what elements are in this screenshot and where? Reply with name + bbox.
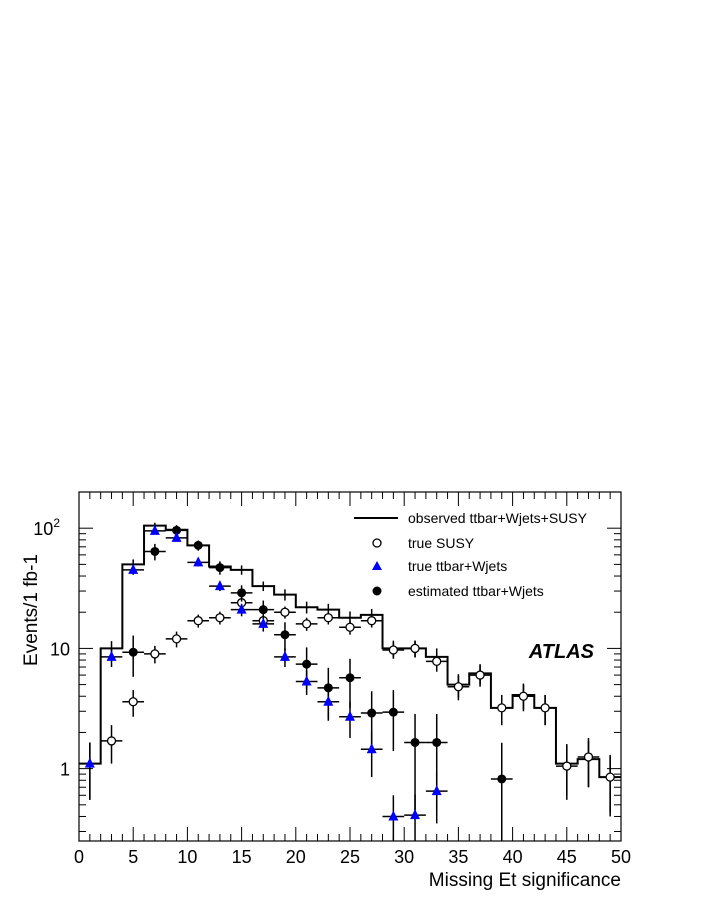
true-susy-point xyxy=(497,703,507,713)
true-ttbar-point xyxy=(301,675,312,686)
true-susy-point xyxy=(193,616,203,626)
true-susy-point xyxy=(106,736,117,746)
true-ttbar-point xyxy=(366,743,377,754)
estimated-ttbar-point xyxy=(388,707,398,717)
true-susy-point xyxy=(345,622,355,632)
x-tick-label: 20 xyxy=(286,847,306,867)
data-markers xyxy=(79,524,621,841)
true-susy-point xyxy=(562,761,572,771)
x-tick-label: 30 xyxy=(394,847,414,867)
legend-label-true-susy: true SUSY xyxy=(408,535,475,551)
legend-filled-circle-symbol xyxy=(372,586,382,596)
estimated-ttbar-point xyxy=(172,525,182,535)
x-tick-label: 45 xyxy=(557,847,577,867)
true-ttbar-point xyxy=(388,810,399,821)
true-susy-point xyxy=(128,697,138,707)
true-susy-point xyxy=(583,752,594,762)
true-susy-point xyxy=(453,682,464,692)
true-ttbar-point xyxy=(171,531,182,542)
y-tick-exponent: 2 xyxy=(53,516,60,530)
y-tick-label: 1 xyxy=(60,760,70,780)
legend-label-true-ttbar: true ttbar+Wjets xyxy=(408,558,507,574)
estimated-ttbar-point xyxy=(193,540,203,550)
x-tick-label: 35 xyxy=(448,847,468,867)
legend-label-observed: observed ttbar+Wjets+SUSY xyxy=(408,510,588,526)
true-susy-point xyxy=(432,656,442,667)
estimated-ttbar-point xyxy=(497,774,507,784)
true-ttbar-point xyxy=(214,580,225,591)
x-tick-label: 0 xyxy=(74,847,84,867)
true-susy-point xyxy=(323,613,333,623)
legend: observed ttbar+Wjets+SUSY true SUSY true… xyxy=(354,510,588,599)
true-susy-point xyxy=(475,670,485,680)
x-tick-label: 40 xyxy=(503,847,523,867)
legend-triangle-symbol xyxy=(372,561,382,570)
estimated-ttbar-point xyxy=(150,546,160,556)
axis-ticks xyxy=(78,491,622,841)
estimated-ttbar-point xyxy=(237,588,247,598)
true-susy-point xyxy=(171,634,182,644)
true-ttbar-point xyxy=(410,809,421,820)
true-ttbar-point xyxy=(431,785,442,796)
true-ttbar-point xyxy=(236,603,247,614)
estimated-ttbar-point xyxy=(432,737,442,747)
y-axis-label: Events/1 fb-1 xyxy=(21,554,42,666)
true-susy-point xyxy=(605,772,615,782)
true-susy-point xyxy=(215,613,225,623)
estimated-ttbar-point xyxy=(367,708,377,718)
true-ttbar-point xyxy=(323,695,334,706)
true-susy-point xyxy=(301,619,312,629)
x-tick-label: 25 xyxy=(340,847,360,867)
atlas-watermark: ATLAS xyxy=(528,641,595,663)
true-susy-point xyxy=(518,691,529,701)
estimated-ttbar-point xyxy=(410,737,420,747)
true-susy-point xyxy=(150,649,160,659)
true-susy-point xyxy=(280,607,290,617)
true-ttbar-point xyxy=(258,617,269,628)
estimated-ttbar-point xyxy=(128,647,138,657)
y-tick-label: 10 xyxy=(50,639,70,659)
true-susy-point xyxy=(410,643,420,654)
legend-label-estimated: estimated ttbar+Wjets xyxy=(408,583,544,599)
x-tick-label: 5 xyxy=(128,847,138,867)
estimated-ttbar-point xyxy=(215,563,225,573)
true-ttbar-point xyxy=(193,556,204,567)
true-ttbar-point xyxy=(279,650,290,661)
true-ttbar-point xyxy=(106,650,117,661)
true-ttbar-point xyxy=(149,524,160,535)
estimated-ttbar-point xyxy=(258,605,268,615)
x-axis-label: Missing Et significance xyxy=(429,870,621,891)
estimated-ttbar-point xyxy=(280,630,290,640)
estimated-ttbar-point xyxy=(323,683,333,693)
true-ttbar-point xyxy=(128,563,139,574)
x-tick-labels: 0 5 10 15 20 25 30 35 40 45 50 xyxy=(74,847,631,867)
estimated-ttbar-point xyxy=(302,659,312,669)
true-susy-point xyxy=(388,645,399,655)
true-ttbar-point xyxy=(84,757,95,768)
x-tick-label: 15 xyxy=(232,847,252,867)
true-susy-point xyxy=(540,703,550,713)
legend-open-circle-symbol xyxy=(372,538,382,548)
estimated-ttbar-point xyxy=(345,673,355,683)
x-tick-label: 10 xyxy=(177,847,197,867)
true-ttbar-point xyxy=(345,710,355,721)
x-tick-label: 50 xyxy=(611,847,631,867)
plot-area xyxy=(78,491,622,842)
true-susy-point xyxy=(367,616,377,626)
